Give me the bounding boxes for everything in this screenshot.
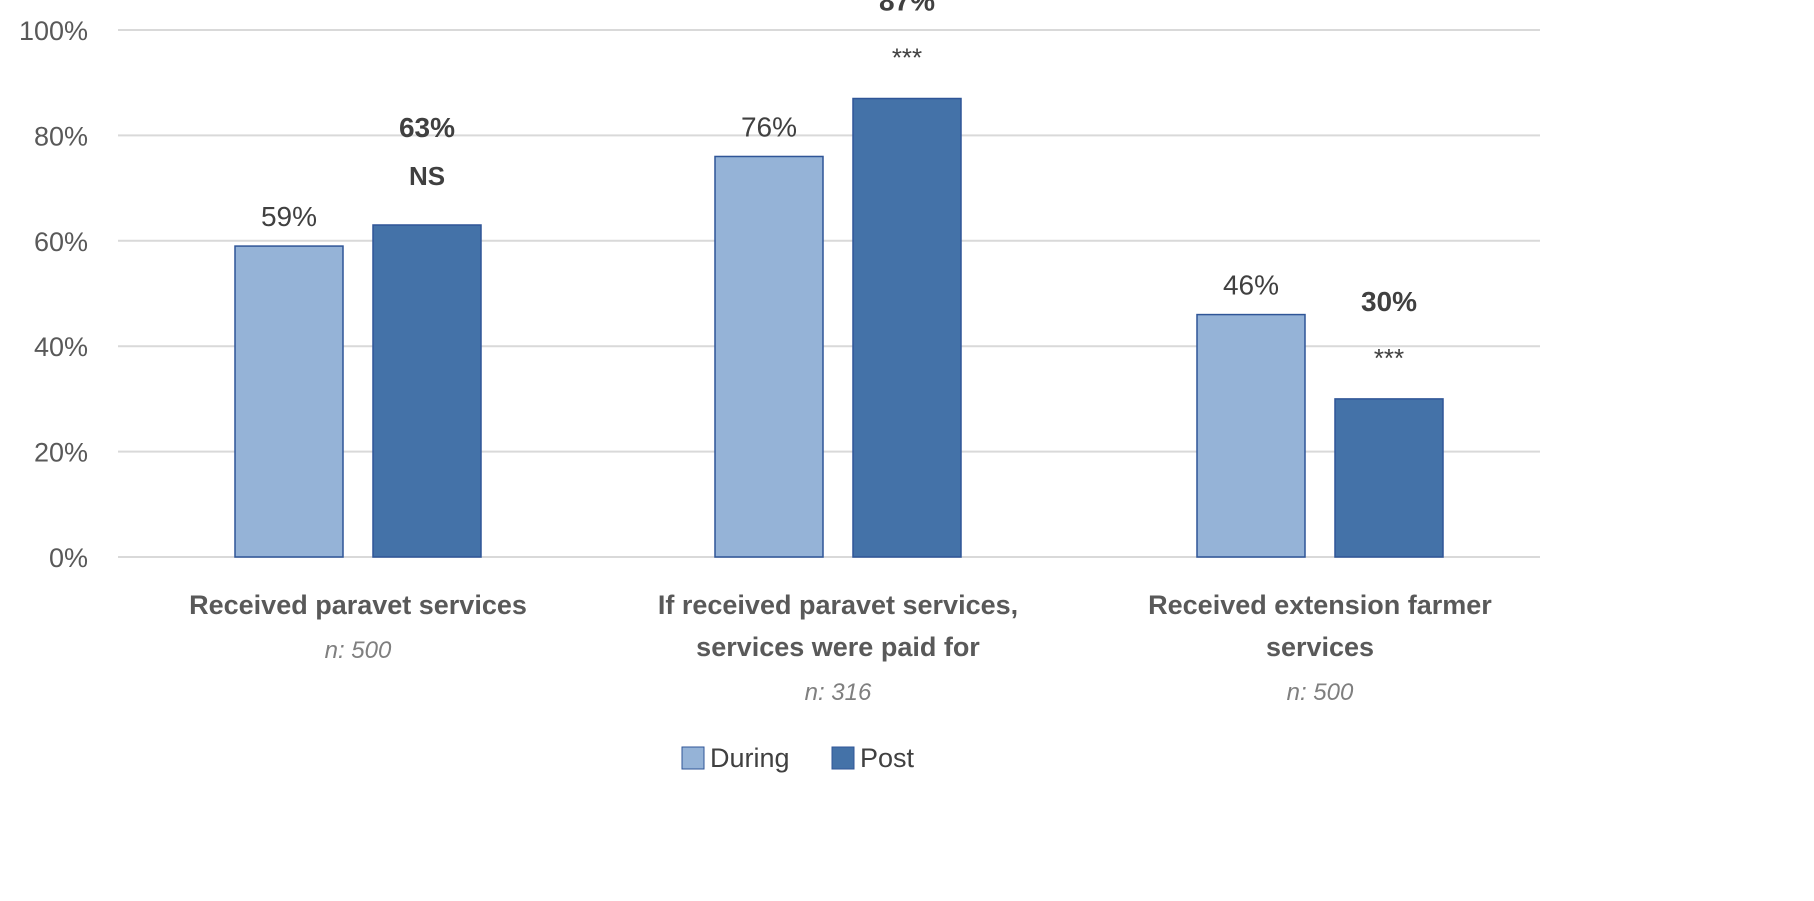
y-tick-label: 100% <box>19 16 88 46</box>
y-tick-label: 40% <box>34 332 88 362</box>
bar-post-1 <box>372 224 482 558</box>
significance-label: *** <box>892 43 922 73</box>
legend-swatch-during <box>681 746 705 770</box>
data-label: 87% <box>879 0 935 17</box>
bar-during-1 <box>234 245 344 558</box>
y-axis-ticks: 0% 20% 40% 60% 80% 100% <box>19 16 88 573</box>
legend-label-post: Post <box>860 743 915 773</box>
category-label: If received paravet services, <box>658 590 1018 620</box>
y-tick-label: 20% <box>34 438 88 468</box>
data-labels: 59% 63% NS 76% 87% *** 46% 30% *** <box>261 0 1417 373</box>
data-label: 76% <box>741 111 797 142</box>
sample-size-label: n: 316 <box>805 679 872 706</box>
significance-label: *** <box>1374 343 1404 373</box>
sample-size-label: n: 500 <box>325 637 392 664</box>
category-label: Received extension farmer <box>1148 590 1492 620</box>
data-label: 30% <box>1361 286 1417 317</box>
bars <box>234 97 1444 558</box>
category-label: services <box>1266 632 1374 662</box>
data-label: 59% <box>261 201 317 232</box>
bar-during-3 <box>1196 313 1306 558</box>
y-tick-label: 60% <box>34 227 88 257</box>
y-tick-label: 80% <box>34 121 88 151</box>
data-label: 46% <box>1223 270 1279 301</box>
x-axis-categories: Received paravet services n: 500 If receiv… <box>189 590 1492 706</box>
category-label: Received paravet services <box>189 590 527 620</box>
significance-label: NS <box>409 161 445 191</box>
y-tick-label: 0% <box>49 543 88 573</box>
legend: During Post <box>681 743 915 773</box>
bar-post-2 <box>852 97 962 558</box>
legend-label-during: During <box>710 743 790 773</box>
bar-during-2 <box>714 155 824 558</box>
sample-size-label: n: 500 <box>1287 679 1354 706</box>
data-label: 63% <box>399 112 455 143</box>
category-label: services were paid for <box>696 632 980 662</box>
legend-swatch-post <box>831 746 855 770</box>
bar-post-3 <box>1334 398 1444 558</box>
